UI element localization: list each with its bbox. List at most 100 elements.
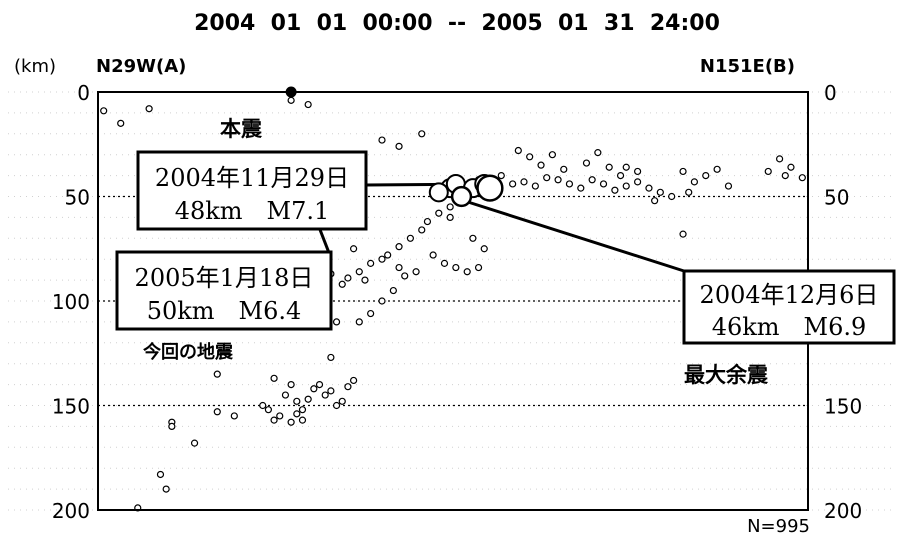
hypocenter-point (509, 180, 517, 188)
hypocenter-point (100, 107, 108, 115)
hypocenter-point (622, 163, 630, 171)
hypocenter-point (145, 105, 153, 113)
left-end-label: N29W(A) (96, 56, 186, 77)
max-aftershock-label: 最大余震 (684, 363, 769, 387)
hypocenter-point (622, 182, 630, 190)
hypocenter-point (440, 259, 449, 267)
hypocenter-point (259, 401, 267, 410)
hypocenter-point (384, 251, 392, 259)
hypocenter-point (378, 136, 386, 144)
hypocenter-point (452, 263, 460, 272)
hypocenter-point (599, 180, 608, 188)
event-count-label: N=995 (747, 516, 810, 537)
hypocenter-point (304, 100, 312, 109)
hypocenter-point (287, 381, 295, 389)
hypocenter-point (395, 263, 403, 272)
hypocenter-point (327, 387, 335, 395)
hypocenter-point (429, 251, 437, 259)
callout-mainshock-detail: 48km M7.1 (175, 197, 330, 225)
hypocenter-point (543, 174, 551, 182)
hypocenter-point (446, 213, 454, 221)
hypocenter-point (588, 176, 596, 184)
hypocenter-point (474, 263, 483, 272)
hypocenter-point (446, 203, 454, 211)
y-tick-label-right: 0 (824, 81, 837, 105)
right-end-label: N151E(B) (700, 56, 795, 77)
hypocenter-point (350, 245, 358, 253)
hypocenter-point (355, 318, 363, 326)
hypocenter-point (350, 376, 358, 385)
y-tick-label-right: 200 (824, 499, 862, 523)
hypocenter-point (344, 274, 352, 282)
hypocenter-point (304, 395, 312, 403)
callout-box-max-aftershock: 2004年12月6日 46km M6.9 (682, 269, 896, 345)
hypocenter-point (560, 165, 568, 173)
hypocenter-point (395, 243, 403, 251)
current-earthquake-label: 今回の地震 (143, 341, 234, 363)
hypocenter-point (679, 230, 687, 238)
hypocenter-point (418, 130, 426, 138)
leader-line-max-aftershock (469, 201, 685, 273)
hypocenter-point (480, 245, 488, 253)
y-tick-label-left: 150 (52, 395, 90, 419)
hypocenter-point (594, 149, 602, 157)
callout-2005-jan-date: 2005年1月18日 (135, 264, 314, 292)
hypocenter-point (355, 268, 363, 276)
hypocenter-point (298, 406, 307, 414)
large-event-circle (476, 174, 504, 202)
y-tick-label-left: 0 (77, 81, 90, 105)
hypocenter-point (764, 167, 772, 176)
hypocenter-point (724, 182, 733, 190)
hypocenter-point (293, 397, 301, 405)
hypocenter-point (469, 234, 477, 242)
hypocenter-point (270, 374, 278, 382)
hypocenter-point (713, 165, 721, 173)
hypocenter-point (264, 406, 272, 414)
hypocenter-point (315, 381, 324, 389)
hypocenter-point (117, 119, 125, 127)
hypocenter-point (190, 439, 199, 447)
hypocenter-point (230, 412, 238, 420)
hypocenter-point (418, 226, 426, 234)
hypocenter-point (367, 309, 375, 318)
hypocenter-point (327, 353, 335, 362)
hypocenter-point (497, 172, 505, 180)
hypocenter-point (781, 172, 789, 180)
hypocenter-point (435, 209, 443, 217)
hypocenter-point (514, 146, 522, 155)
hypocenter-point (685, 188, 693, 196)
hypocenter-point (276, 412, 284, 420)
chart-title: 2004 01 01 00:00 -- 2005 01 31 24:00 (194, 11, 720, 36)
large-event-circle (450, 185, 473, 208)
hypocenter-point (548, 151, 557, 159)
hypocenter-point (412, 268, 420, 276)
hypocenter-point (616, 172, 625, 180)
hypocenter-point (423, 217, 432, 226)
hypocenter-point (156, 470, 165, 479)
hypocenter-point (690, 178, 699, 186)
hypocenter-point (605, 163, 613, 171)
hypocenter-point (668, 192, 676, 201)
hypocenter-point (645, 184, 653, 192)
hypocenter-point (565, 180, 574, 188)
hypocenter-point (361, 276, 369, 284)
hypocenter-point (344, 383, 352, 391)
cluster-event-circle (428, 182, 449, 203)
hypocenter-point (332, 401, 341, 410)
hypocenter-point (293, 410, 301, 418)
hypocenter-point (406, 234, 414, 242)
hypocenter-point (378, 297, 386, 305)
hypocenter-point (338, 280, 346, 288)
hypocenter-point (332, 318, 341, 326)
hypocenter-point (633, 167, 642, 176)
hypocenter-point (378, 255, 386, 263)
callout-2005-jan-detail: 50km M6.4 (147, 297, 302, 325)
hypocenter-point (463, 268, 471, 276)
hypocenter-point (298, 416, 307, 424)
hypocenter-point (520, 178, 528, 186)
hypocenter-point (338, 397, 346, 405)
hypocenter-point (582, 159, 591, 167)
y-tick-label-right: 50 (824, 186, 849, 210)
hypocenter-point (168, 422, 176, 430)
hypocenter-point (656, 188, 664, 196)
